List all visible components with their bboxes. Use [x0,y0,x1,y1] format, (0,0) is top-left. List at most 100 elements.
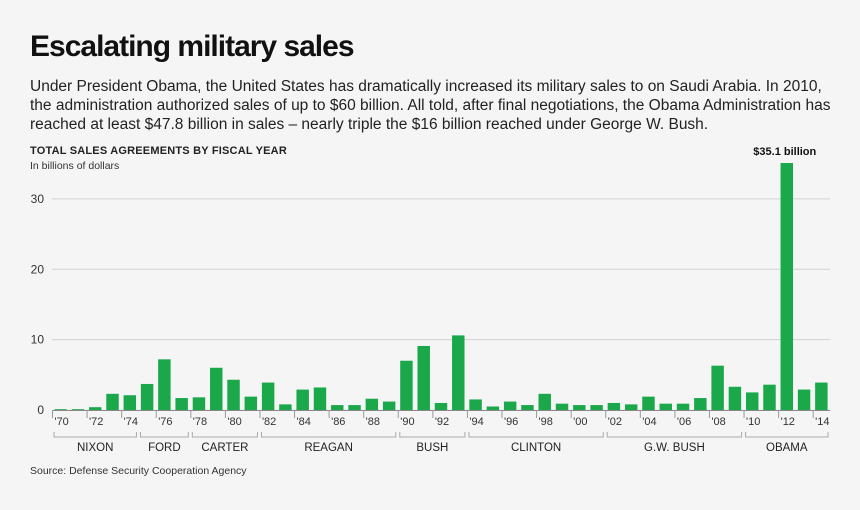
bar-1986 [331,405,344,410]
x-tick-label: '06 [677,416,691,428]
bar-1985 [313,387,327,410]
bar-1998 [538,393,551,410]
x-tick-label: '78 [193,416,207,428]
administration-bracket [606,432,743,438]
bar-2007 [694,398,707,410]
bar-2008 [711,365,724,410]
x-tick-label: '86 [331,416,345,428]
administration-label: CARTER [201,442,248,454]
source-note: Source: Defense Security Cooperation Age… [30,465,247,477]
administration-bracket [468,432,604,438]
x-tick-label: '76 [158,416,172,428]
administration-label: OBAMA [766,442,808,454]
bar-2001 [590,405,603,410]
administration-label: G.W. BUSH [644,442,705,454]
bar-1995 [486,406,500,410]
bar-1981 [244,396,258,410]
bar-1976 [158,359,171,410]
x-tick-label: '92 [435,416,449,428]
bar-1972 [89,407,102,410]
bar-1978 [192,397,206,410]
bar-1992 [434,402,448,410]
bar-1979 [210,367,223,410]
bar-1984 [296,389,309,410]
x-tick-label: '14 [815,416,829,428]
x-tick-label: '96 [504,416,518,428]
administration-label: CLINTON [511,442,561,454]
bar-annotation: $35.1 billion [753,146,816,158]
x-tick-label: '02 [608,416,622,428]
bar-1996 [503,401,517,410]
bar-1987 [348,405,361,410]
administration-bracket [745,432,829,438]
x-tick-label: '00 [573,416,587,428]
chart-subtitle: TOTAL SALES AGREEMENTS BY FISCAL YEAR [30,145,287,157]
bars [54,163,828,410]
x-tick-label: '82 [262,416,276,428]
x-tick-label: '12 [781,416,795,428]
bar-2009 [728,386,742,410]
bar-1989 [382,401,396,410]
x-tick-label: '90 [400,416,414,428]
x-tick-label: '70 [54,416,68,428]
bar-2002 [607,402,621,410]
y-tick-label: 30 [31,192,45,206]
chart-title: Escalating military sales [30,30,355,63]
administration-label: NIXON [77,442,113,454]
x-tick-label: '84 [297,416,311,428]
administration-bracket [260,432,397,438]
bar-2011 [763,384,776,410]
bar-1988 [365,398,379,410]
administration-label: REAGAN [304,442,353,454]
administration-bracket [191,432,258,438]
bar-1975 [140,383,154,410]
annotations: $35.1 billion [753,146,816,158]
x-tick-label: '80 [227,416,241,428]
bar-2005 [659,403,672,410]
grid-lines: 0 10 20 30 [31,192,830,417]
administration-bracket [139,432,189,438]
administration-label: BUSH [416,442,448,454]
bar-1983 [279,404,292,410]
bar-1999 [555,403,569,410]
x-tick-label: '98 [539,416,553,428]
bar-2006 [676,403,690,410]
administration-label: FORD [148,442,181,454]
bar-1997 [521,405,534,410]
bar-1993 [452,335,465,410]
x-tick-label: '72 [89,416,103,428]
bar-1994 [469,399,482,410]
y-tick-label: 10 [31,333,45,347]
x-tick-label: '10 [746,416,760,428]
administration-bracket [399,432,466,438]
bar-2003 [624,404,638,410]
administration-labels: NIXON FORD CARTER REAGAN BUSH CLINTON G.W. BUS… [53,432,829,454]
bar-2012 [780,163,793,410]
chart-description: Under President Obama, the United States… [30,78,831,133]
bar-1990 [400,360,413,410]
bar-2013 [797,389,811,410]
bar-1974 [123,395,137,410]
y-tick-label: 20 [31,262,45,276]
y-axis-label: In billions of dollars [30,160,120,172]
x-axis-ticks: '70 '72 '74 '76 '78 '80 '82 '84 '86 '88 '90 '92 '94 '… [52,410,830,428]
bar-2010 [745,392,759,410]
bar-1970 [54,409,67,410]
bar-1982 [261,382,275,410]
bar-1973 [106,393,119,410]
x-tick-label: '08 [711,416,725,428]
x-tick-label: '74 [124,416,138,428]
bar-2004 [642,396,655,410]
bar-1971 [71,409,85,410]
x-tick-label: '04 [642,416,656,428]
bar-1991 [417,345,430,410]
bar-2014 [815,382,828,410]
x-tick-label: '88 [366,416,380,428]
bar-2000 [573,405,586,410]
x-tick-label: '94 [469,416,483,428]
y-tick-label: 0 [37,403,44,417]
bar-1980 [227,379,240,410]
administration-bracket [53,432,137,438]
bar-1977 [175,398,188,410]
